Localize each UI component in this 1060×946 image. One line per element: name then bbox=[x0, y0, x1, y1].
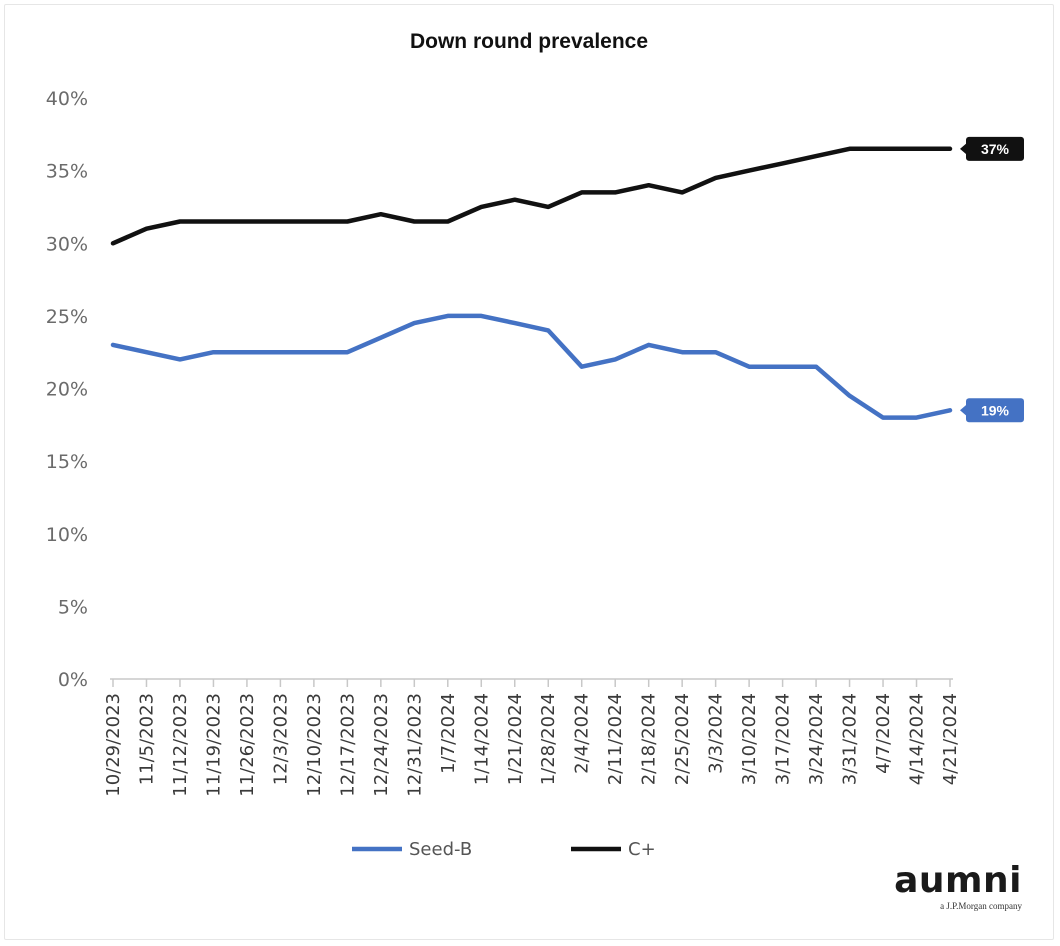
legend: Seed-B C+ bbox=[352, 839, 656, 860]
x-tick-label: 10/29/2023 bbox=[103, 693, 124, 797]
end-label-pointer bbox=[960, 404, 967, 417]
end-label-seed-b: 19% bbox=[960, 398, 1024, 423]
aumni-logo: aumni a J.P.Morgan company bbox=[894, 860, 1022, 912]
x-tick-label: 3/17/2024 bbox=[773, 693, 794, 785]
x-tick-label: 3/3/2024 bbox=[706, 693, 727, 774]
x-tick-label: 12/17/2023 bbox=[337, 693, 358, 797]
series-line-seed-b bbox=[110, 313, 953, 420]
y-tick-label: 25% bbox=[46, 306, 88, 328]
legend-item-c-: C+ bbox=[571, 839, 656, 860]
y-tick-label: 40% bbox=[46, 88, 88, 110]
x-tick-label: 12/24/2023 bbox=[371, 693, 392, 797]
x-axis: 10/29/2023 11/5/2023 11/12/2023 11/19/2023 1… bbox=[103, 678, 961, 797]
y-tick-label: 20% bbox=[46, 379, 88, 401]
x-tick-label: 12/10/2023 bbox=[304, 693, 325, 797]
chart-title: Down round prevalence bbox=[410, 30, 648, 53]
x-tick-label: 12/3/2023 bbox=[270, 693, 291, 785]
chart-frame bbox=[4, 4, 1054, 940]
x-tick-label: 1/21/2024 bbox=[505, 693, 526, 785]
x-tick-label: 2/25/2024 bbox=[672, 693, 693, 785]
y-tick-label: 35% bbox=[46, 161, 88, 183]
y-tick-label: 0% bbox=[58, 669, 88, 691]
end-label-box bbox=[966, 398, 1024, 423]
x-tick-label: 3/31/2024 bbox=[840, 693, 861, 785]
y-tick-label: 30% bbox=[46, 233, 88, 255]
x-tick-label: 1/7/2024 bbox=[438, 693, 459, 774]
end-label-box bbox=[966, 136, 1024, 161]
logo-tagline: a J.P.Morgan company bbox=[940, 901, 1022, 911]
x-tick-label: 12/31/2023 bbox=[404, 693, 425, 797]
end-label-c-: 37% bbox=[960, 136, 1024, 161]
x-tick-label: 3/24/2024 bbox=[806, 693, 827, 785]
x-tick-label: 1/28/2024 bbox=[538, 693, 559, 785]
x-tick-label: 11/19/2023 bbox=[203, 693, 224, 797]
x-tick-label: 4/7/2024 bbox=[873, 693, 894, 774]
x-tick-label: 11/26/2023 bbox=[237, 693, 258, 797]
x-tick-label: 11/5/2023 bbox=[136, 693, 157, 785]
x-tick-label: 3/10/2024 bbox=[739, 693, 760, 785]
logo-wordmark: aumni bbox=[894, 860, 1022, 901]
end-label-text: 19% bbox=[981, 402, 1010, 418]
y-tick-label: 10% bbox=[46, 524, 88, 546]
legend-item-seed-b: Seed-B bbox=[352, 839, 472, 860]
y-tick-label: 5% bbox=[58, 596, 88, 618]
end-label-text: 37% bbox=[981, 141, 1010, 157]
legend-label: Seed-B bbox=[409, 839, 472, 860]
legend-label: C+ bbox=[628, 839, 656, 860]
y-tick-label: 15% bbox=[46, 451, 88, 473]
x-tick-label: 4/21/2024 bbox=[940, 693, 961, 785]
y-axis: 0% 5% 10% 15% 20% 25% 30% 35% 40% bbox=[46, 88, 88, 691]
x-tick-label: 2/4/2024 bbox=[572, 693, 593, 774]
x-tick-label: 4/14/2024 bbox=[907, 693, 928, 785]
end-label-pointer bbox=[960, 142, 967, 155]
x-tick-label: 2/18/2024 bbox=[639, 693, 660, 785]
x-tick-label: 1/14/2024 bbox=[471, 693, 492, 785]
series-line-c- bbox=[110, 146, 953, 246]
series-layer: 19% 37% bbox=[110, 136, 1024, 423]
x-tick-label: 11/12/2023 bbox=[170, 693, 191, 797]
x-tick-label: 2/11/2024 bbox=[605, 693, 626, 785]
